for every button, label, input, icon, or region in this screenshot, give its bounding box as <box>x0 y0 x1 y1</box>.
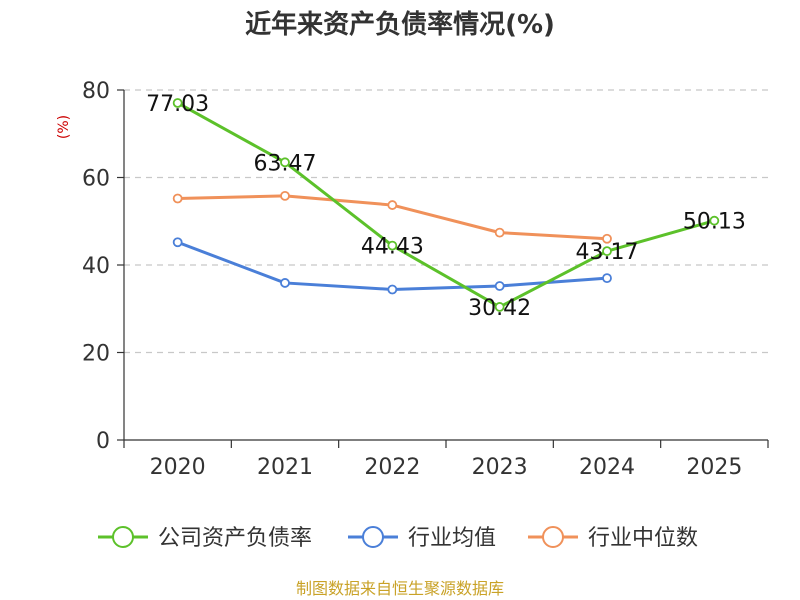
legend-marker-2 <box>542 526 564 548</box>
y-tick-label-80: 80 <box>82 79 110 104</box>
data-label-2024: 43.17 <box>576 240 639 265</box>
data-point-2-2021 <box>280 190 290 201</box>
chart-title: 近年来资产负债率情况(%) <box>245 9 555 40</box>
data-label-2021: 63.47 <box>254 151 317 176</box>
axes <box>117 89 769 448</box>
data-point-2-2020 <box>172 193 183 204</box>
data-label-2020: 77.03 <box>146 92 209 117</box>
data-point-2-2024 <box>602 233 612 244</box>
data-labels: 77.03 63.47 44.43 30.42 43.17 50.13 <box>146 92 746 321</box>
legend-marker-1 <box>362 526 384 548</box>
y-tick-label-40: 40 <box>82 254 110 279</box>
legend: 公司资产负债率 行业均值 行业中位数 <box>98 526 698 551</box>
data-point-0-2022 <box>387 240 398 251</box>
data-point-0-2023 <box>494 302 505 312</box>
y-tick-label-0: 0 <box>96 429 110 454</box>
legend-label-1: 行业均值 <box>408 526 496 551</box>
y-tick-label-60: 60 <box>82 167 110 192</box>
data-point-2-2023 <box>494 227 505 238</box>
legend-label-2: 行业中位数 <box>588 526 698 551</box>
data-label-2022: 44.43 <box>361 235 424 260</box>
data-point-1-2022 <box>387 284 398 295</box>
x-tick-label-2024: 2024 <box>579 455 635 480</box>
tick-labels: 0 20 40 60 80 2020 2021 2022 2023 2024 2025 <box>82 79 742 480</box>
data-point-1-2020 <box>172 237 183 248</box>
y-axis-label: (%) <box>56 115 72 139</box>
legend-marker-0 <box>112 526 134 548</box>
series-line-0 <box>176 101 715 309</box>
data-label-2023: 30.42 <box>468 296 531 321</box>
series-lines <box>176 101 715 309</box>
series-points <box>172 98 720 312</box>
x-tick-label-2020: 2020 <box>150 455 206 480</box>
data-point-2-2022 <box>387 200 398 210</box>
legend-label-0: 公司资产负债率 <box>158 526 312 551</box>
source-note: 制图数据来自恒生聚源数据库 <box>296 579 504 598</box>
grid-lines <box>124 89 768 354</box>
data-point-0-2024 <box>602 246 612 257</box>
data-label-2025: 50.13 <box>683 210 746 235</box>
data-point-0-2021 <box>280 157 290 168</box>
data-point-0-2025 <box>709 215 720 226</box>
y-tick-label-20: 20 <box>82 342 110 367</box>
x-tick-label-2021: 2021 <box>257 455 313 480</box>
x-tick-label-2022: 2022 <box>364 455 420 480</box>
data-point-0-2020 <box>172 98 183 108</box>
data-point-1-2024 <box>602 273 612 284</box>
data-point-1-2023 <box>494 281 505 291</box>
data-point-1-2021 <box>280 278 290 288</box>
x-tick-label-2025: 2025 <box>686 455 742 480</box>
x-tick-label-2023: 2023 <box>472 455 528 480</box>
